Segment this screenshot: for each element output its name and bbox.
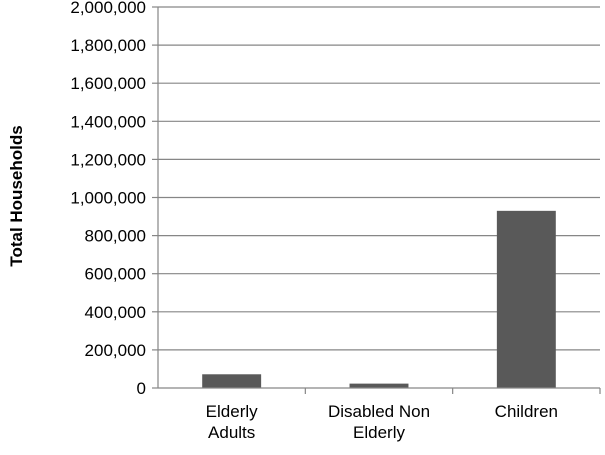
- x-category-label: Disabled Non Elderly: [328, 402, 430, 442]
- x-category-label-line: Elderly: [206, 402, 258, 421]
- x-category-labels: Elderly Adults Disabled Non Elderly Children: [206, 402, 558, 442]
- y-tick-label: 1,000,000: [70, 189, 146, 208]
- y-tick-label: 1,800,000: [70, 36, 146, 55]
- gridlines: [158, 6, 600, 351]
- y-axis-title: Total Households: [7, 125, 26, 266]
- y-tick-label: 800,000: [85, 227, 146, 246]
- bar: [496, 210, 556, 388]
- x-category-label-line: Elderly: [353, 423, 405, 442]
- y-tick-label: 1,600,000: [70, 74, 146, 93]
- x-category-label: Elderly Adults: [206, 402, 258, 442]
- y-tick-label: 200,000: [85, 341, 146, 360]
- y-tick-label: 600,000: [85, 265, 146, 284]
- bar: [349, 383, 409, 388]
- x-category-label: Children: [495, 402, 558, 421]
- axes: [152, 6, 601, 394]
- y-tick-label: 1,200,000: [70, 150, 146, 169]
- y-tick-label: 1,400,000: [70, 112, 146, 131]
- bar: [202, 374, 262, 388]
- y-tick-label: 400,000: [85, 303, 146, 322]
- x-category-label-line: Children: [495, 402, 558, 421]
- y-tick-label: 0: [137, 379, 146, 398]
- y-tick-labels: 0 200,000 400,000 600,000 800,000 1,000,000 1,…: [70, 0, 146, 398]
- x-category-label-line: Disabled Non: [328, 402, 430, 421]
- y-tick-label: 2,000,000: [70, 0, 146, 17]
- bars: [202, 210, 556, 388]
- x-category-label-line: Adults: [208, 423, 255, 442]
